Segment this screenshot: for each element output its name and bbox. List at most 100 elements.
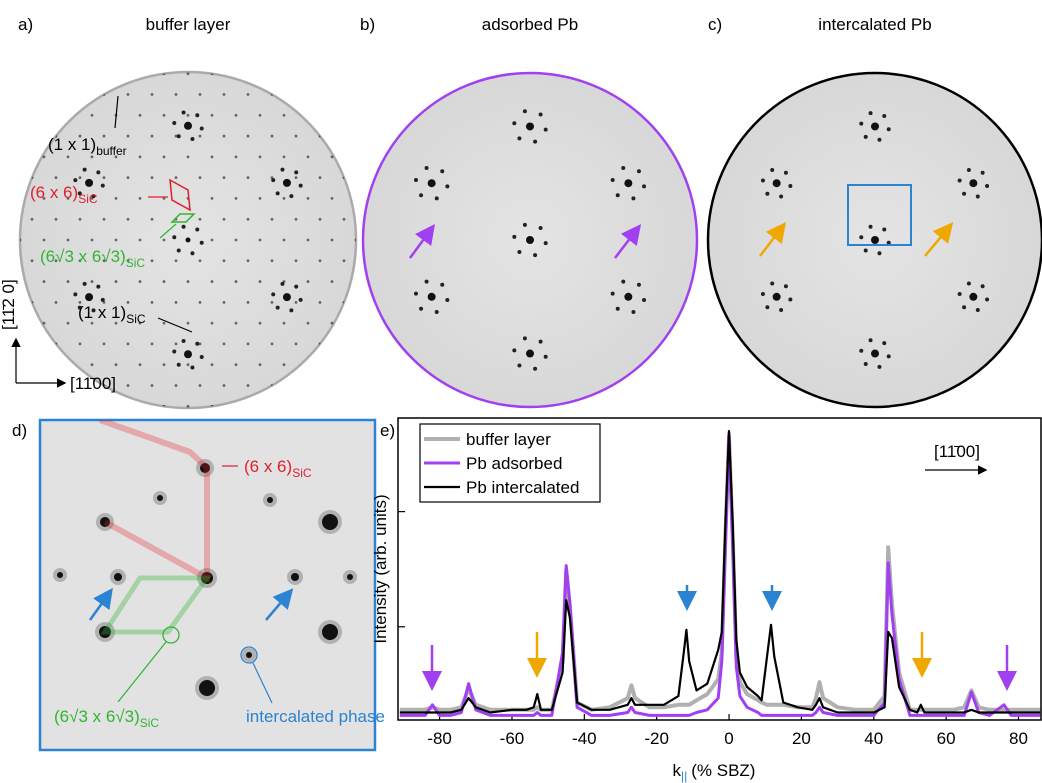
spot [985, 184, 990, 189]
panel-title: buffer layer [146, 15, 231, 34]
spot [330, 197, 334, 200]
spot [234, 363, 238, 367]
spot [779, 194, 784, 199]
pattern [760, 111, 990, 369]
spot [280, 167, 285, 172]
spot [234, 72, 238, 76]
spot [258, 404, 262, 408]
spot [270, 342, 274, 346]
spot [199, 680, 215, 696]
spot [294, 176, 298, 180]
spot [642, 297, 647, 302]
annotation-text: (6√3 x 6√3) [54, 707, 140, 726]
spot [267, 497, 273, 503]
spot [440, 282, 445, 287]
pattern [413, 109, 647, 371]
arrow [614, 224, 642, 259]
spot [522, 109, 527, 114]
annotation-sub: SiC [292, 466, 312, 480]
spot [138, 197, 142, 200]
spot [222, 134, 226, 138]
spot [788, 184, 793, 189]
spot [199, 355, 204, 360]
spot [615, 193, 620, 198]
spot [195, 227, 200, 232]
spot [114, 72, 118, 76]
spot [138, 280, 142, 283]
spot [631, 196, 636, 201]
spot [138, 238, 142, 242]
spot [526, 349, 534, 358]
spot [234, 113, 238, 117]
spot [403, 363, 406, 366]
spot [280, 281, 285, 286]
spot [150, 217, 154, 221]
leader-line [252, 662, 273, 704]
spot [90, 72, 94, 76]
spot [306, 404, 310, 408]
spot [859, 348, 864, 353]
panel-label: b) [360, 15, 375, 34]
spot [868, 224, 873, 229]
spot [765, 191, 770, 196]
spot [234, 321, 238, 325]
spot [636, 282, 641, 287]
spot [90, 404, 94, 408]
spot [114, 321, 118, 325]
spot [451, 405, 454, 408]
spot [275, 191, 280, 196]
spot [42, 321, 46, 325]
spot [100, 517, 110, 527]
spot [102, 134, 106, 138]
panel-title: adsorbed Pb [482, 15, 578, 34]
spot [200, 463, 210, 473]
spot [102, 217, 106, 221]
spot [54, 176, 58, 180]
spot [186, 113, 190, 117]
spot [90, 238, 94, 242]
spot [512, 121, 517, 126]
spot [42, 155, 46, 159]
spot [538, 226, 543, 231]
spot [186, 155, 190, 159]
spot [391, 384, 394, 387]
spot [222, 217, 226, 221]
spot [198, 384, 202, 387]
spot [275, 305, 280, 310]
annotation-sub: SiC [140, 716, 160, 730]
spot [859, 235, 864, 240]
spot [342, 217, 346, 221]
spot [886, 240, 891, 245]
spot [66, 155, 70, 159]
spot [42, 72, 46, 76]
annotation-text: (6√3 x 6√3) [40, 247, 126, 266]
x-axis-label: k|| (% SBZ) [673, 761, 756, 783]
spot [66, 363, 70, 367]
spot [863, 248, 868, 253]
spot [222, 259, 226, 263]
arrow [88, 587, 113, 621]
spot [318, 176, 322, 180]
x-tick-label: 80 [1009, 729, 1028, 748]
spot [610, 291, 615, 296]
spot [543, 127, 548, 132]
spot [413, 178, 418, 183]
spot [533, 366, 538, 371]
x-tick-label: 60 [937, 729, 956, 748]
annotation-sub: SiC [78, 192, 98, 206]
spot [176, 362, 181, 367]
spot [294, 170, 299, 175]
marker-circle [162, 626, 180, 644]
spot [957, 178, 962, 183]
spot [391, 343, 394, 346]
spot [73, 292, 78, 297]
spot [306, 363, 310, 367]
spot [517, 249, 522, 254]
spot [150, 93, 154, 96]
spot [427, 292, 436, 301]
spot [342, 384, 346, 387]
spot [126, 217, 130, 221]
annotation-sub: SiC [126, 312, 146, 326]
